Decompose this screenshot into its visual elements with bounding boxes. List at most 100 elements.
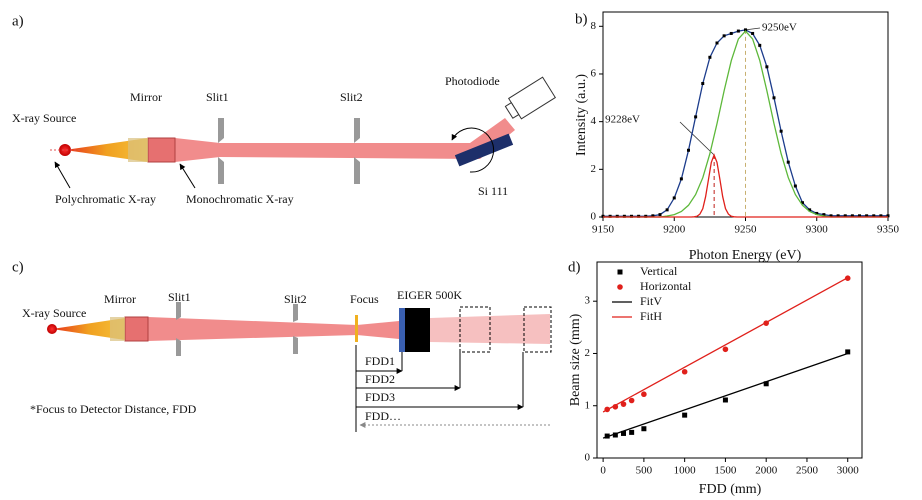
marker <box>608 214 612 218</box>
marker <box>786 160 790 164</box>
x-tick-label: 9350 <box>877 224 900 236</box>
marker <box>630 214 633 218</box>
poly-beam <box>65 138 148 162</box>
panel-label: a) <box>12 13 24 29</box>
mirror <box>124 316 149 342</box>
slit2 <box>354 118 360 184</box>
marker <box>836 214 840 218</box>
slit2 <box>293 304 298 354</box>
annotation: 9250eV <box>762 22 797 34</box>
label: FDD3 <box>365 390 395 404</box>
marker <box>865 214 869 218</box>
marker <box>644 214 648 218</box>
marker <box>601 214 605 218</box>
x-tick-label: 500 <box>636 465 653 477</box>
x-tick-label: 9200 <box>663 224 686 236</box>
marker <box>872 214 876 218</box>
y-tick-label: 4 <box>591 115 597 127</box>
series-line <box>603 153 888 218</box>
legend-marker <box>617 284 623 290</box>
beam <box>148 317 357 341</box>
panel-a: a) X-ray Source Mirror Slit1 Slit2 Photo… <box>12 13 557 206</box>
x-tick-label: 3000 <box>837 465 860 477</box>
marker <box>772 96 776 100</box>
label: Focus <box>350 292 379 306</box>
label: EIGER 500K <box>397 288 462 302</box>
x-tick-label: 9250 <box>735 224 758 236</box>
mirror-frame <box>110 317 125 341</box>
marker <box>886 214 890 218</box>
marker <box>708 55 712 59</box>
label: Monochromatic X-ray <box>186 192 294 206</box>
series-line <box>602 277 849 413</box>
marker <box>744 28 747 32</box>
label: Slit1 <box>206 90 229 104</box>
marker <box>615 214 619 218</box>
label: Si 111 <box>478 184 508 198</box>
y-tick-label: 2 <box>585 347 591 359</box>
y-axis-label: Intensity (a.u.) <box>574 74 589 156</box>
leader-line <box>679 121 715 156</box>
y-tick-label: 8 <box>591 20 597 32</box>
marker <box>822 213 826 217</box>
marker <box>715 41 719 45</box>
marker <box>629 429 635 435</box>
focus <box>355 315 358 342</box>
y-tick-label: 1 <box>585 399 591 411</box>
label: FDD2 <box>365 372 395 386</box>
detector-position <box>523 306 552 353</box>
x-tick-label: 9150 <box>592 224 615 236</box>
crystal <box>454 133 514 167</box>
detector <box>405 308 430 352</box>
marker <box>694 115 698 119</box>
x-tick-label: 9300 <box>806 224 829 236</box>
photodiode <box>504 76 557 120</box>
marker <box>672 196 676 200</box>
source <box>59 144 71 156</box>
marker <box>850 214 854 218</box>
marker <box>665 208 669 212</box>
marker <box>829 214 833 218</box>
arrow <box>179 163 196 189</box>
rotation-arc <box>451 127 494 173</box>
marker <box>612 432 618 438</box>
leader-line <box>745 27 761 31</box>
marker <box>793 184 797 188</box>
panel-label: b) <box>575 11 588 27</box>
legend-label: Vertical <box>640 264 678 278</box>
marker <box>722 397 728 403</box>
label: Photodiode <box>445 74 500 88</box>
source <box>47 324 57 334</box>
marker <box>687 148 690 152</box>
marker <box>658 213 662 217</box>
label: Mirror <box>130 90 162 104</box>
marker <box>722 34 726 38</box>
panel-label: d) <box>568 259 581 275</box>
y-axis-label: Beam size (mm) <box>568 313 583 406</box>
marker <box>815 211 819 215</box>
marker <box>622 214 626 218</box>
marker <box>637 214 641 218</box>
panel-label: c) <box>12 259 24 275</box>
annotation: 9228eV <box>605 114 640 126</box>
label: Slit2 <box>284 292 307 306</box>
marker <box>729 31 733 35</box>
x-axis-label: Photon Energy (eV) <box>689 248 802 263</box>
arrow <box>54 161 71 189</box>
label: FDD… <box>365 409 401 423</box>
marker <box>845 349 851 355</box>
marker <box>682 412 688 418</box>
marker <box>858 214 861 218</box>
note: *Focus to Detector Distance, FDD <box>30 402 197 416</box>
series-line <box>602 352 848 439</box>
marker <box>765 65 769 69</box>
label: Slit2 <box>340 90 363 104</box>
x-tick-label: 0 <box>600 465 606 477</box>
x-tick-label: 1500 <box>714 465 737 477</box>
mirror-frame <box>128 138 148 162</box>
label: Polychromatic X-ray <box>55 192 156 206</box>
marker <box>763 381 769 387</box>
legend-label: FitV <box>640 294 662 308</box>
marker <box>736 29 740 33</box>
x-tick-label: 2500 <box>796 465 819 477</box>
